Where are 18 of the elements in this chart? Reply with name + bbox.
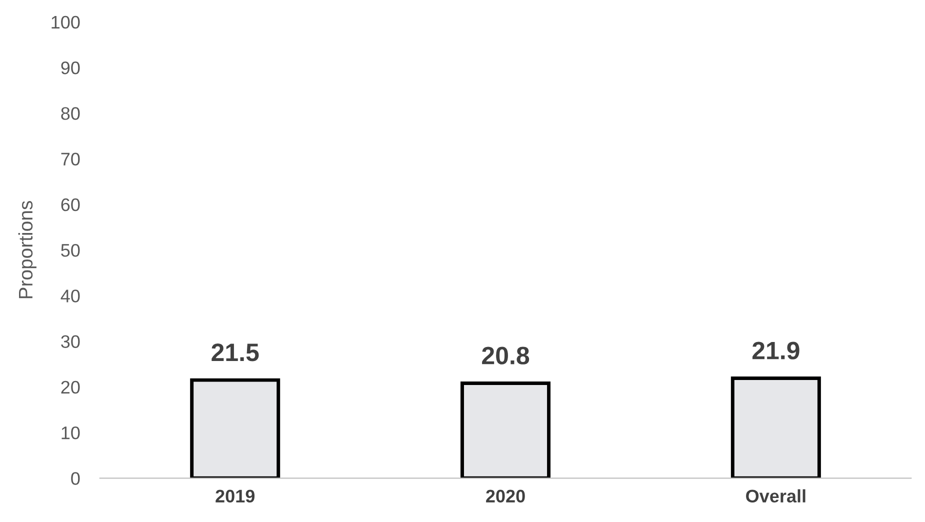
data-label: 21.5 xyxy=(212,344,259,362)
y-tick-label: 80 xyxy=(61,107,80,120)
x-tick-label: Overall xyxy=(746,489,806,503)
y-tick-label: 60 xyxy=(61,198,80,212)
y-tick-label: 30 xyxy=(61,335,80,348)
y-tick-label: 90 xyxy=(61,61,80,74)
data-label: 20.8 xyxy=(482,346,530,364)
y-tick-label: 100 xyxy=(52,16,80,29)
y-tick-label: 70 xyxy=(61,152,80,166)
y-tick-label: 0 xyxy=(71,472,80,485)
data-label: 21.9 xyxy=(752,342,800,360)
y-tick-label: 10 xyxy=(62,426,80,440)
y-tick-label: 50 xyxy=(61,244,80,257)
x-tick-label: 2020 xyxy=(486,490,525,503)
y-axis-title: Proportions xyxy=(18,201,36,298)
x-tick-label: 2019 xyxy=(216,490,255,503)
y-tick-label: 20 xyxy=(61,380,80,394)
y-tick-label: 40 xyxy=(60,290,80,302)
